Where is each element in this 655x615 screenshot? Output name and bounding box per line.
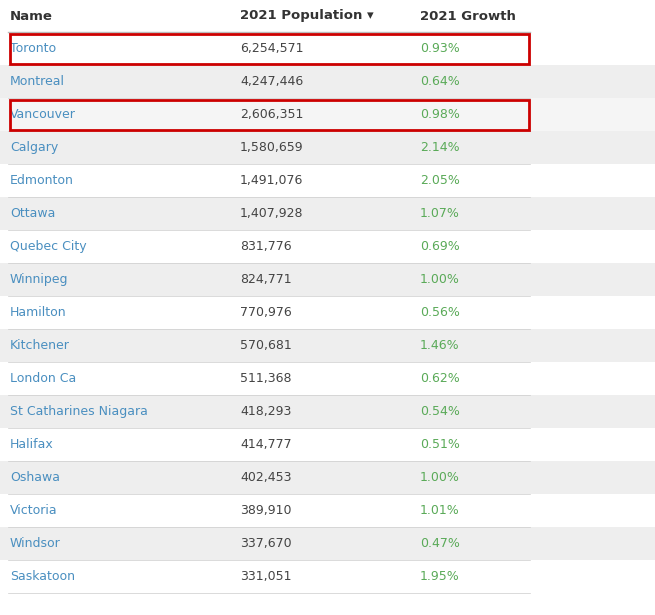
Text: Quebec City: Quebec City (10, 240, 86, 253)
Bar (0, 230, 655, 263)
Text: Winnipeg: Winnipeg (10, 273, 69, 286)
Text: 331,051: 331,051 (240, 570, 291, 583)
Text: Calgary: Calgary (10, 141, 58, 154)
Bar (10, 100, 529, 130)
Bar (0, 296, 655, 329)
Text: 0.47%: 0.47% (420, 537, 460, 550)
Bar (0, 32, 655, 65)
Text: 1,407,928: 1,407,928 (240, 207, 303, 220)
Bar (0, 164, 655, 197)
Text: 414,777: 414,777 (240, 438, 291, 451)
Bar (0, 428, 655, 461)
Text: London Ca: London Ca (10, 372, 76, 385)
Text: 6,254,571: 6,254,571 (240, 42, 303, 55)
Text: 4,247,446: 4,247,446 (240, 75, 303, 88)
Text: Montreal: Montreal (10, 75, 65, 88)
Text: 570,681: 570,681 (240, 339, 291, 352)
Bar (0, 0, 655, 32)
Text: Toronto: Toronto (10, 42, 56, 55)
Bar (0, 527, 655, 560)
Text: 2021 Population ▾: 2021 Population ▾ (240, 9, 373, 23)
Text: 0.56%: 0.56% (420, 306, 460, 319)
Text: Saskatoon: Saskatoon (10, 570, 75, 583)
Text: 0.54%: 0.54% (420, 405, 460, 418)
Text: 770,976: 770,976 (240, 306, 291, 319)
Text: Vancouver: Vancouver (10, 108, 76, 121)
Text: 0.93%: 0.93% (420, 42, 460, 55)
Bar (0, 131, 655, 164)
Bar (0, 263, 655, 296)
Text: 0.98%: 0.98% (420, 108, 460, 121)
Bar (0, 362, 655, 395)
Text: Name: Name (10, 9, 53, 23)
Text: St Catharines Niagara: St Catharines Niagara (10, 405, 148, 418)
Text: Hamilton: Hamilton (10, 306, 67, 319)
Bar (0, 98, 655, 131)
Text: 2021 Growth: 2021 Growth (420, 9, 516, 23)
Text: 1.00%: 1.00% (420, 471, 460, 484)
Bar (0, 560, 655, 593)
Text: Edmonton: Edmonton (10, 174, 74, 187)
Bar (0, 65, 655, 98)
Text: 1.00%: 1.00% (420, 273, 460, 286)
Text: 337,670: 337,670 (240, 537, 291, 550)
Bar (0, 329, 655, 362)
Text: 418,293: 418,293 (240, 405, 291, 418)
Text: 2.05%: 2.05% (420, 174, 460, 187)
Text: Ottawa: Ottawa (10, 207, 56, 220)
Bar (0, 461, 655, 494)
Text: 1.46%: 1.46% (420, 339, 460, 352)
Text: 0.62%: 0.62% (420, 372, 460, 385)
Text: 511,368: 511,368 (240, 372, 291, 385)
Text: 389,910: 389,910 (240, 504, 291, 517)
Text: Halifax: Halifax (10, 438, 54, 451)
Text: 0.69%: 0.69% (420, 240, 460, 253)
Text: 2,606,351: 2,606,351 (240, 108, 303, 121)
Text: 1,580,659: 1,580,659 (240, 141, 304, 154)
Text: 0.51%: 0.51% (420, 438, 460, 451)
Text: 1,491,076: 1,491,076 (240, 174, 303, 187)
Text: 402,453: 402,453 (240, 471, 291, 484)
Text: 1.01%: 1.01% (420, 504, 460, 517)
Bar (10, 33, 529, 63)
Text: Oshawa: Oshawa (10, 471, 60, 484)
Bar (0, 197, 655, 230)
Text: 1.95%: 1.95% (420, 570, 460, 583)
Bar (0, 494, 655, 527)
Text: Victoria: Victoria (10, 504, 58, 517)
Text: 1.07%: 1.07% (420, 207, 460, 220)
Text: 0.64%: 0.64% (420, 75, 460, 88)
Text: 824,771: 824,771 (240, 273, 291, 286)
Bar (0, 395, 655, 428)
Text: 2.14%: 2.14% (420, 141, 460, 154)
Text: Windsor: Windsor (10, 537, 61, 550)
Text: 831,776: 831,776 (240, 240, 291, 253)
Text: Kitchener: Kitchener (10, 339, 70, 352)
